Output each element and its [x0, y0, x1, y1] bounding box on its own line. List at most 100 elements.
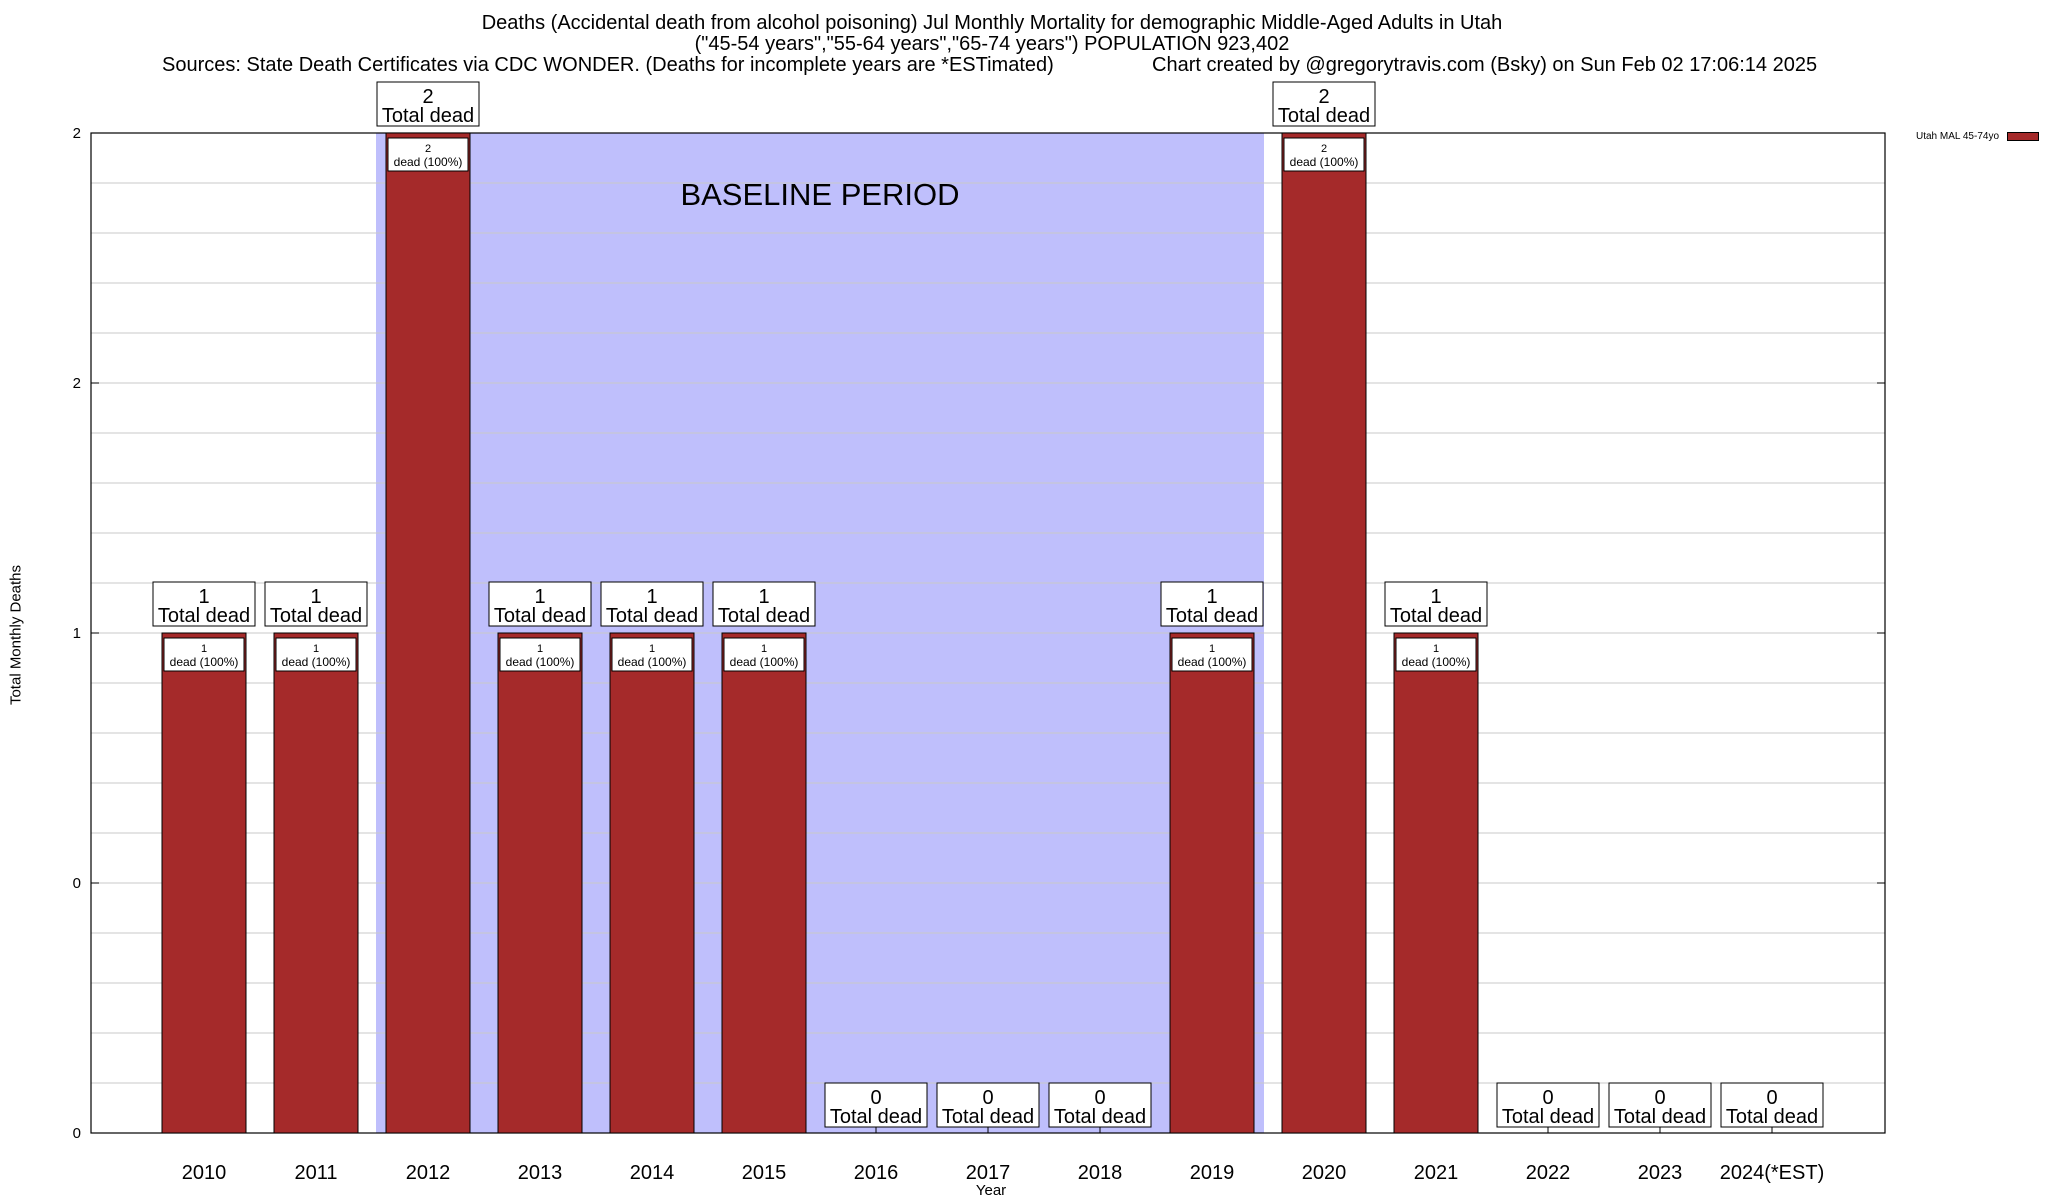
segment-label-text: dead (100%)	[282, 655, 351, 669]
total-label-text: Total dead	[942, 1106, 1034, 1128]
segment-label-box	[499, 637, 581, 672]
bar	[385, 132, 471, 1134]
x-tick-label: 2017	[966, 1162, 1011, 1184]
total-label-box	[1496, 1082, 1600, 1128]
total-label-text: Total dead	[606, 605, 698, 627]
segment-label-count: 1	[1433, 643, 1439, 655]
segment-label-box	[1171, 637, 1253, 672]
total-label-text: Total dead	[494, 605, 586, 627]
segment-label-text: dead (100%)	[506, 655, 575, 669]
x-tick-label: 2010	[182, 1162, 227, 1184]
total-label-count: 0	[982, 1087, 993, 1109]
total-label-count: 0	[1094, 1087, 1105, 1109]
bar	[1281, 132, 1367, 1134]
segment-label-box	[611, 637, 693, 672]
legend: Utah MAL 45-74yo	[1916, 131, 2040, 142]
total-label-box	[712, 581, 816, 627]
total-label-count: 1	[646, 586, 657, 608]
total-label-text: Total dead	[1278, 105, 1370, 127]
y-tick-label: 2	[73, 375, 81, 392]
segment-label-box	[387, 137, 469, 172]
segment-label-text: dead (100%)	[730, 655, 799, 669]
baseline-label: BASELINE PERIOD	[680, 177, 959, 212]
bar	[609, 632, 695, 1134]
total-label-count: 1	[1430, 586, 1441, 608]
total-label-box	[824, 1082, 928, 1128]
segment-label-count: 2	[1321, 143, 1327, 155]
total-label-box	[1160, 581, 1264, 627]
total-label-box	[936, 1082, 1040, 1128]
total-label-box	[1608, 1082, 1712, 1128]
total-label-box	[1048, 1082, 1152, 1128]
x-tick-label: 2013	[518, 1162, 563, 1184]
total-label-count: 1	[198, 586, 209, 608]
total-label-box	[376, 81, 480, 127]
total-label-box	[488, 581, 592, 627]
segment-label-text: dead (100%)	[618, 655, 687, 669]
legend-swatch	[2007, 132, 2040, 141]
total-label-count: 0	[1542, 1087, 1553, 1109]
segment-label-count: 1	[537, 643, 543, 655]
total-label-text: Total dead	[270, 605, 362, 627]
chart-subtitle: ("45-54 years","55-64 years","65-74 year…	[694, 33, 1290, 55]
segment-label-text: dead (100%)	[1178, 655, 1247, 669]
y-tick-label: 1	[73, 625, 81, 642]
total-label-box	[152, 581, 256, 627]
x-tick-label: 2014	[630, 1162, 675, 1184]
total-label-count: 1	[534, 586, 545, 608]
chart-credit: Chart created by @gregorytravis.com (Bsk…	[1152, 54, 1818, 76]
segment-label-count: 1	[1209, 643, 1215, 655]
total-label-text: Total dead	[830, 1106, 922, 1128]
total-label-count: 2	[422, 86, 433, 108]
bar	[497, 632, 583, 1134]
bar	[161, 632, 247, 1134]
segment-label-box	[1395, 637, 1477, 672]
x-tick-label: 2022	[1526, 1162, 1571, 1184]
y-tick-label: 0	[73, 875, 81, 892]
x-axis-label: Year	[975, 1182, 1007, 1199]
segment-label-text: dead (100%)	[394, 155, 463, 169]
total-label-text: Total dead	[718, 605, 810, 627]
segment-label-text: dead (100%)	[1402, 655, 1471, 669]
total-label-count: 0	[870, 1087, 881, 1109]
total-label-count: 1	[310, 586, 321, 608]
segment-label-count: 1	[201, 643, 207, 655]
bar	[273, 632, 359, 1134]
x-tick-label: 2024(*EST)	[1720, 1162, 1825, 1184]
total-label-count: 2	[1318, 86, 1329, 108]
total-label-text: Total dead	[1390, 605, 1482, 627]
total-label-text: Total dead	[1614, 1106, 1706, 1128]
segment-label-text: dead (100%)	[170, 655, 239, 669]
total-label-text: Total dead	[1726, 1106, 1818, 1128]
x-tick-label: 2023	[1638, 1162, 1683, 1184]
x-tick-label: 2012	[406, 1162, 451, 1184]
segment-label-count: 1	[313, 643, 319, 655]
bar	[1169, 632, 1255, 1134]
total-label-box	[1720, 1082, 1824, 1128]
chart-sources: Sources: State Death Certificates via CD…	[162, 54, 1054, 76]
total-label-count: 0	[1766, 1087, 1777, 1109]
x-tick-label: 2018	[1078, 1162, 1123, 1184]
total-label-box	[600, 581, 704, 627]
x-tick-label: 2021	[1414, 1162, 1459, 1184]
total-label-text: Total dead	[1502, 1106, 1594, 1128]
x-tick-label: 2011	[294, 1162, 337, 1184]
x-tick-label: 2015	[742, 1162, 787, 1184]
total-label-text: Total dead	[158, 605, 250, 627]
total-label-count: 0	[1654, 1087, 1665, 1109]
segment-label-box	[1283, 137, 1365, 172]
segment-label-text: dead (100%)	[1290, 155, 1359, 169]
total-label-text: Total dead	[1054, 1106, 1146, 1128]
bar	[721, 632, 807, 1134]
total-label-box	[264, 581, 368, 627]
total-label-text: Total dead	[1166, 605, 1258, 627]
total-label-count: 1	[1206, 586, 1217, 608]
y-tick-label: 0	[73, 1125, 81, 1142]
segment-label-box	[163, 637, 245, 672]
x-tick-label: 2020	[1302, 1162, 1347, 1184]
total-label-box	[1384, 581, 1488, 627]
x-tick-label: 2019	[1190, 1162, 1235, 1184]
chart-title: Deaths (Accidental death from alcohol po…	[481, 12, 1503, 34]
segment-label-count: 1	[761, 643, 767, 655]
